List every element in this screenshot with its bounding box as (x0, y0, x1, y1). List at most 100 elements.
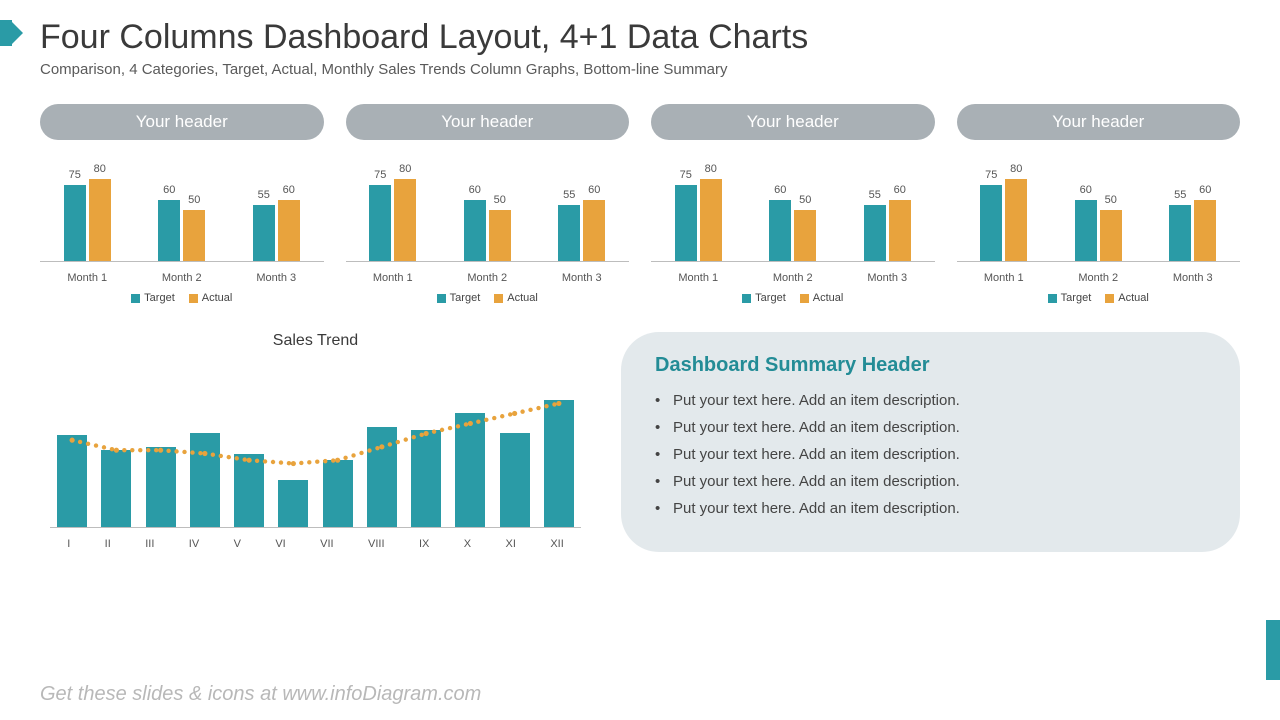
bar-value-label: 50 (489, 194, 511, 206)
column-header-pill: Your header (957, 104, 1241, 140)
bar-value-label: 75 (369, 169, 391, 181)
trend-x-label: XII (550, 538, 563, 550)
trend-bar (323, 460, 353, 527)
x-axis-label: Month 2 (1078, 272, 1118, 284)
summary-list: Put your text here. Add an item descript… (655, 387, 1206, 522)
bar-value-label: 60 (1075, 184, 1097, 196)
bar-value-label: 80 (1005, 163, 1027, 175)
chart-bar: 60 (769, 200, 791, 261)
chart-bar: 50 (489, 210, 511, 261)
dashboard-column: Your header758060505560Month 1Month 2Mon… (40, 104, 324, 304)
trend-x-label: VII (320, 538, 333, 550)
chart-bar: 60 (158, 200, 180, 261)
bar-value-label: 80 (394, 163, 416, 175)
chart-bar: 60 (889, 200, 911, 261)
bar-value-label: 60 (278, 184, 300, 196)
chart-bar: 55 (558, 205, 580, 261)
trend-x-label: VI (275, 538, 285, 550)
trend-x-label: XI (506, 538, 516, 550)
page-title: Four Columns Dashboard Layout, 4+1 Data … (40, 18, 1240, 57)
x-axis-label: Month 1 (678, 272, 718, 284)
chart-bar: 60 (583, 200, 605, 261)
x-axis-label: Month 1 (373, 272, 413, 284)
trend-bar (146, 447, 176, 527)
chart-legend: TargetActual (957, 292, 1241, 304)
chart-bar: 55 (864, 205, 886, 261)
bar-value-label: 55 (558, 189, 580, 201)
chart-bar: 50 (794, 210, 816, 261)
chart-bar: 50 (1100, 210, 1122, 261)
chart-bar: 75 (369, 185, 391, 262)
chart-bar: 60 (464, 200, 486, 261)
trend-x-label: IV (189, 538, 199, 550)
bar-value-label: 50 (183, 194, 205, 206)
trend-bar (500, 433, 530, 527)
chart-bar: 80 (89, 179, 111, 261)
bar-value-label: 80 (89, 163, 111, 175)
x-axis-label: Month 3 (867, 272, 907, 284)
small-bar-chart: 758060505560Month 1Month 2Month 3 (40, 160, 324, 290)
small-bar-chart: 758060505560Month 1Month 2Month 3 (651, 160, 935, 290)
x-axis-label: Month 2 (467, 272, 507, 284)
trend-bar (455, 413, 485, 527)
trend-bar (278, 480, 308, 527)
bar-value-label: 60 (889, 184, 911, 196)
bar-value-label: 60 (583, 184, 605, 196)
x-axis-label: Month 2 (773, 272, 813, 284)
summary-item: Put your text here. Add an item descript… (655, 387, 1206, 414)
trend-bar (234, 454, 264, 527)
trend-bar (367, 427, 397, 527)
x-axis-label: Month 3 (1173, 272, 1213, 284)
chart-bar: 55 (1169, 205, 1191, 261)
column-header-pill: Your header (40, 104, 324, 140)
x-axis-label: Month 1 (67, 272, 107, 284)
trend-bar (544, 400, 574, 527)
chart-bar: 75 (64, 185, 86, 262)
x-axis-label: Month 1 (984, 272, 1024, 284)
bar-value-label: 55 (864, 189, 886, 201)
bar-value-label: 55 (1169, 189, 1191, 201)
bar-value-label: 60 (1194, 184, 1216, 196)
chart-bar: 50 (183, 210, 205, 261)
trend-x-label: II (105, 538, 111, 550)
summary-item: Put your text here. Add an item descript… (655, 441, 1206, 468)
chart-bar: 80 (700, 179, 722, 261)
accent-stripe-left (0, 20, 12, 46)
chart-legend: TargetActual (651, 292, 935, 304)
trend-x-label: VIII (368, 538, 385, 550)
bar-value-label: 75 (675, 169, 697, 181)
summary-header: Dashboard Summary Header (655, 354, 1206, 377)
small-bar-chart: 758060505560Month 1Month 2Month 3 (957, 160, 1241, 290)
dashboard-column: Your header758060505560Month 1Month 2Mon… (957, 104, 1241, 304)
footer-text: Get these slides & icons at www.infoDiag… (40, 683, 481, 706)
chart-bar: 80 (1005, 179, 1027, 261)
summary-item: Put your text here. Add an item descript… (655, 495, 1206, 522)
chart-bar: 60 (278, 200, 300, 261)
chart-legend: TargetActual (40, 292, 324, 304)
summary-item: Put your text here. Add an item descript… (655, 468, 1206, 495)
dashboard-column: Your header758060505560Month 1Month 2Mon… (346, 104, 630, 304)
bar-value-label: 80 (700, 163, 722, 175)
bar-value-label: 60 (158, 184, 180, 196)
column-header-pill: Your header (651, 104, 935, 140)
chart-legend: TargetActual (346, 292, 630, 304)
trend-bar (101, 450, 131, 527)
summary-item: Put your text here. Add an item descript… (655, 414, 1206, 441)
page-subtitle: Comparison, 4 Categories, Target, Actual… (40, 61, 1240, 78)
bar-value-label: 75 (64, 169, 86, 181)
x-axis-label: Month 3 (256, 272, 296, 284)
chart-bar: 55 (253, 205, 275, 261)
trend-bar (190, 433, 220, 527)
trend-x-label: X (464, 538, 471, 550)
dashboard-column: Your header758060505560Month 1Month 2Mon… (651, 104, 935, 304)
chart-bar: 75 (675, 185, 697, 262)
x-axis-label: Month 2 (162, 272, 202, 284)
bar-value-label: 50 (1100, 194, 1122, 206)
columns-row: Your header758060505560Month 1Month 2Mon… (40, 104, 1240, 304)
trend-title: Sales Trend (40, 332, 591, 350)
summary-panel: Dashboard Summary Header Put your text h… (621, 332, 1240, 552)
chart-bar: 60 (1075, 200, 1097, 261)
trend-x-label: IX (419, 538, 429, 550)
trend-x-label: V (234, 538, 241, 550)
chart-bar: 75 (980, 185, 1002, 262)
